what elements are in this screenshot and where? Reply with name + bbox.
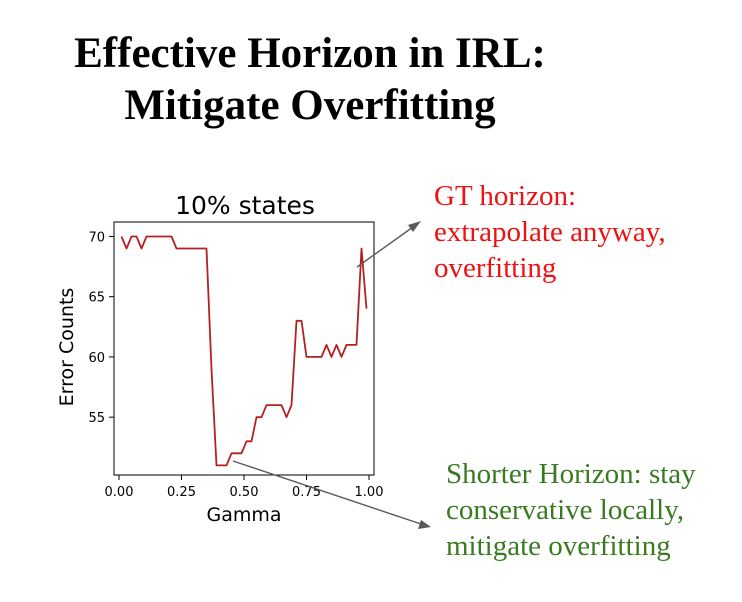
x-tick-label: 0.50 — [230, 485, 259, 500]
gt-horizon-note: GT horizon: extrapolate anyway, overfitt… — [434, 178, 666, 286]
slide-title: Effective Horizon in IRL: Mitigate Overf… — [0, 28, 620, 132]
slide-title-line: Mitigate Overfitting — [124, 82, 496, 129]
shorter-horizon-note-line: mitigate overfitting — [446, 530, 671, 562]
y-tick-label: 70 — [88, 230, 105, 245]
gt-horizon-note-line: overfitting — [434, 252, 557, 284]
x-tick-label: 0.00 — [105, 485, 134, 500]
slide-title-line: Effective Horizon in IRL: — [74, 30, 546, 77]
y-tick-label: 60 — [88, 351, 105, 366]
annotation-arrows — [232, 221, 431, 529]
chart-y-axis-label: Error Counts — [56, 288, 78, 407]
chart-title: 10% states — [175, 191, 315, 220]
gt-horizon-note-line: extrapolate anyway, — [434, 216, 666, 248]
gt-arrow-head — [408, 221, 421, 232]
gt-arrow — [356, 226, 414, 268]
chart-plot-frame — [113, 221, 375, 476]
shorter-horizon-note: Shorter Horizon: stay conservative local… — [446, 456, 696, 564]
series-line — [120, 235, 368, 467]
y-tick-label: 65 — [88, 291, 105, 306]
x-tick-label: 0.25 — [167, 485, 196, 500]
shorter-horizon-note-line: Shorter Horizon: stay — [446, 458, 696, 490]
short-arrow — [232, 460, 422, 525]
y-tick-label: 55 — [88, 411, 105, 426]
shorter-horizon-note-line: conservative locally, — [446, 494, 685, 526]
chart-x-axis-label: Gamma — [206, 504, 281, 526]
x-tick-label: 1.00 — [355, 485, 384, 500]
x-tick-label: 0.75 — [292, 485, 321, 500]
short-arrow-head — [418, 520, 431, 529]
gt-horizon-note-line: GT horizon: — [434, 180, 577, 212]
